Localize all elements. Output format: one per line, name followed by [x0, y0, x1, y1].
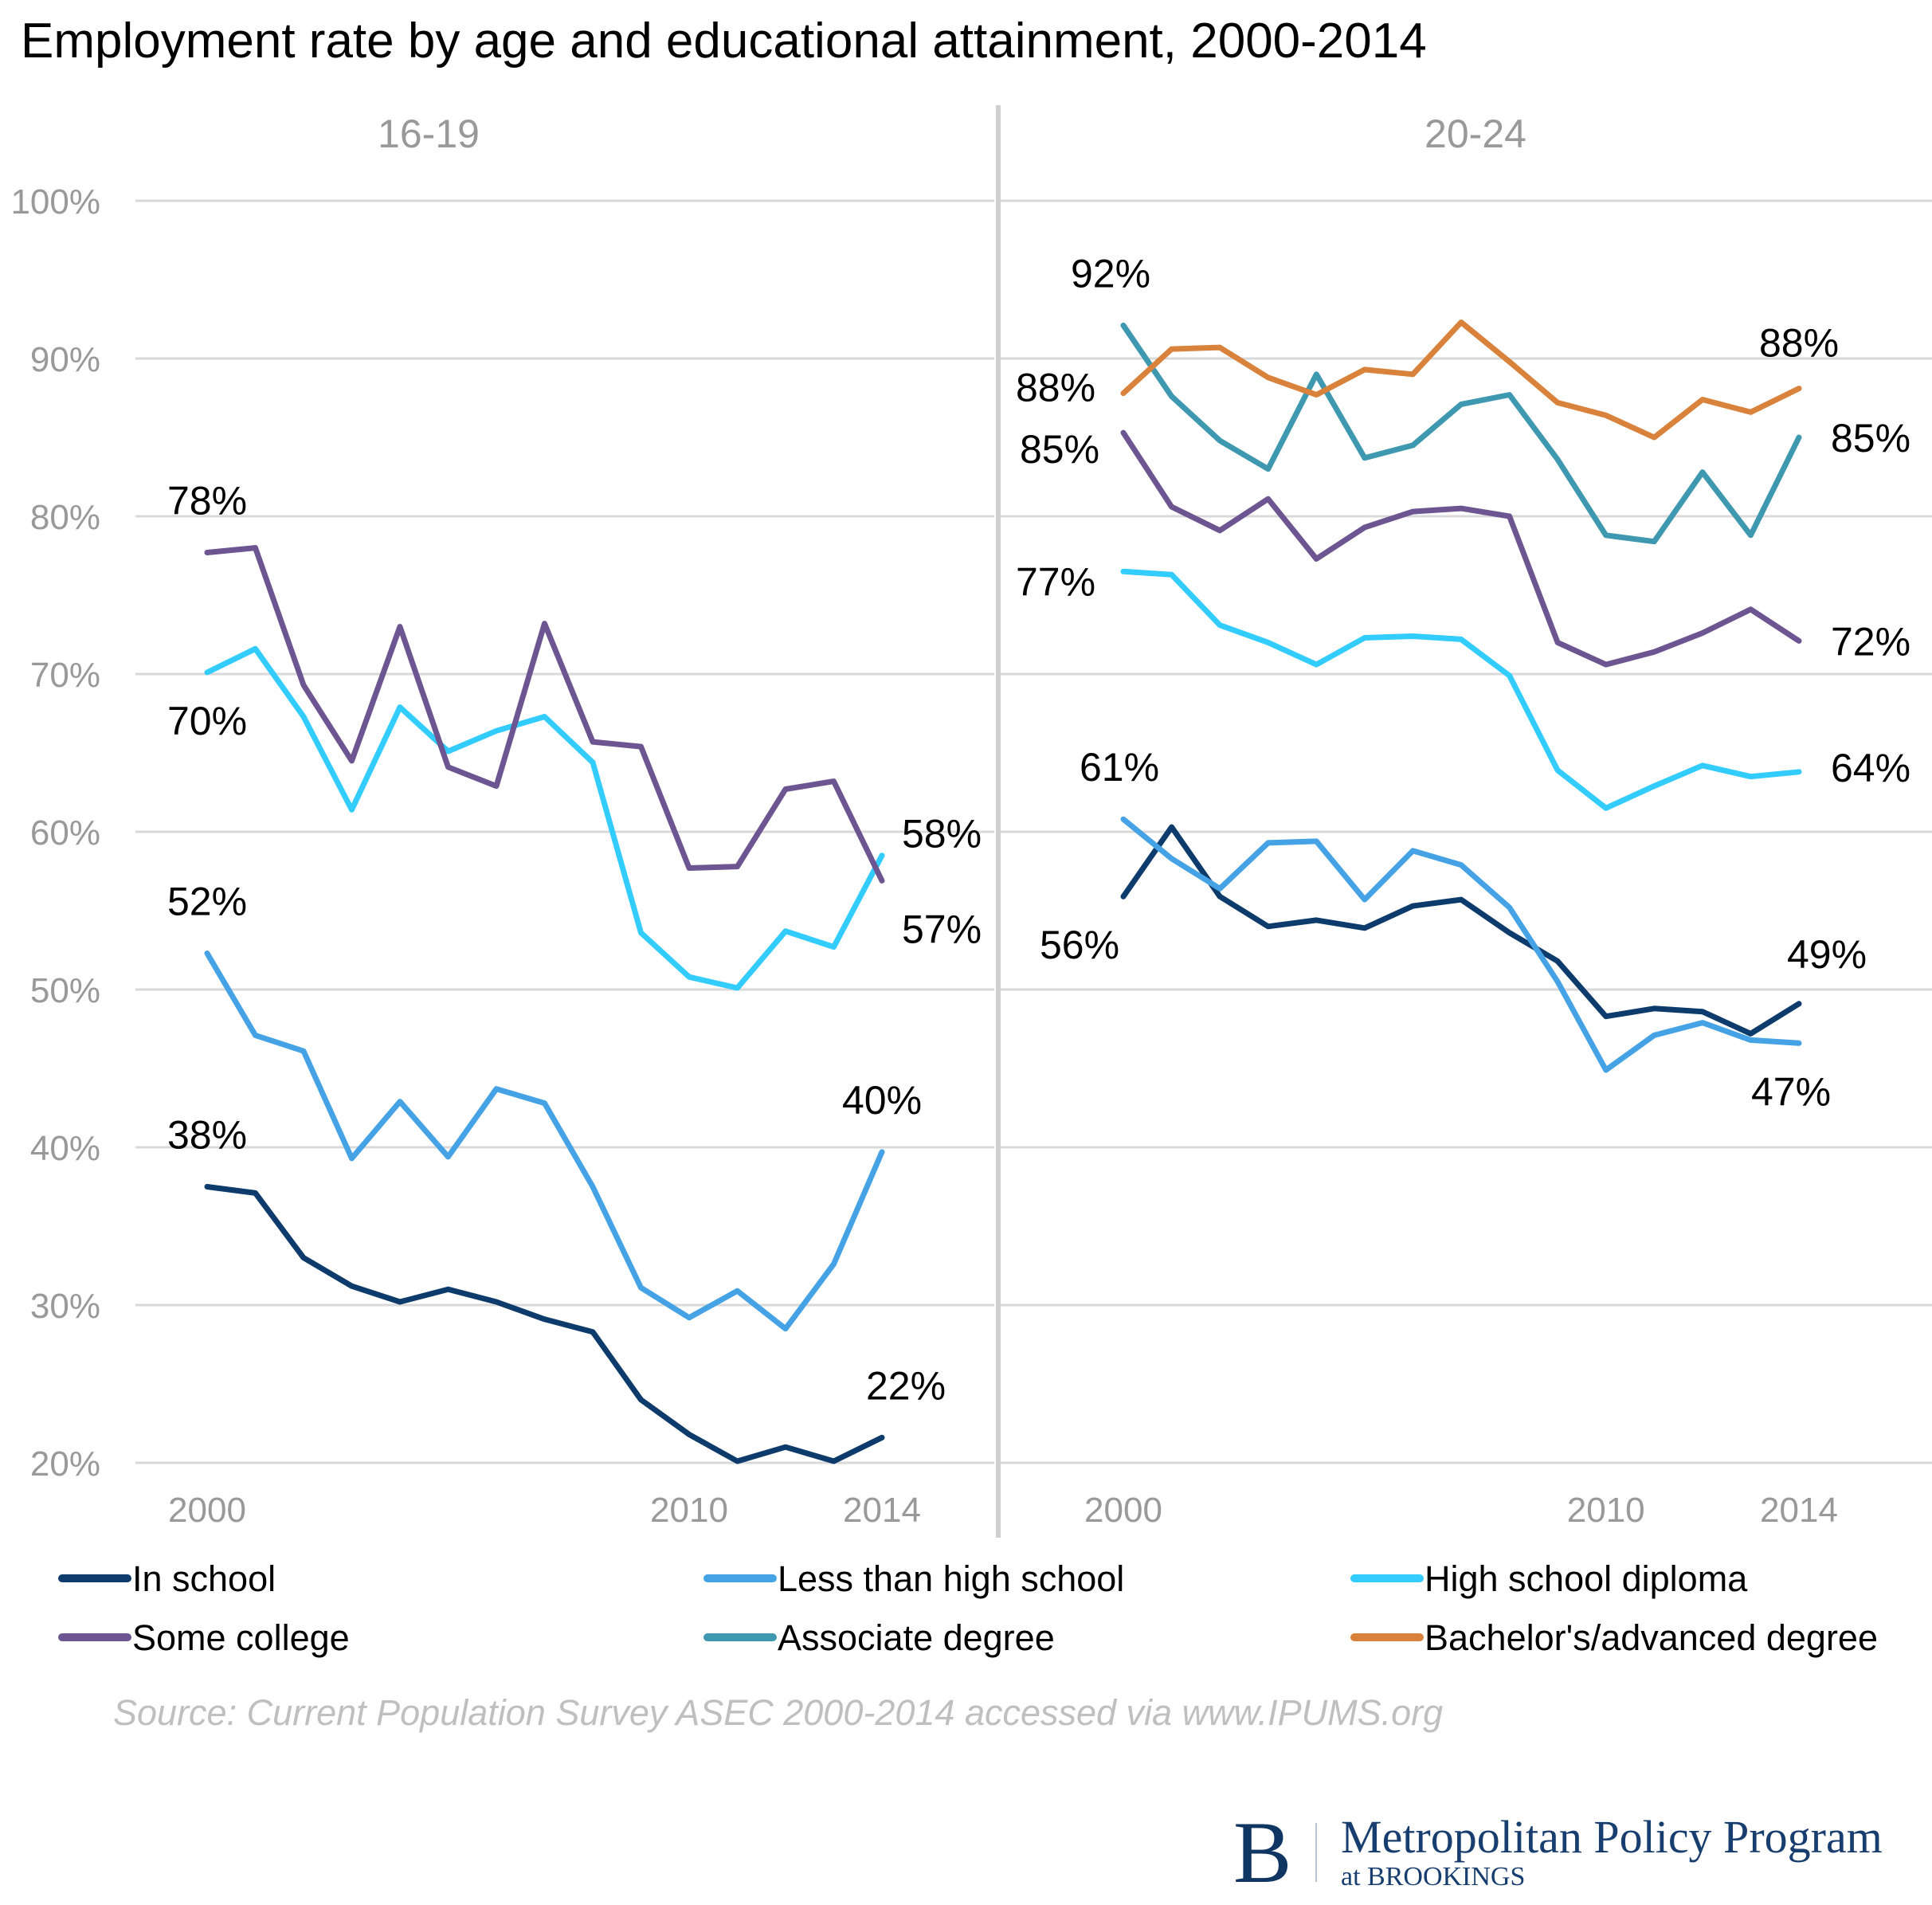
- data-label-start: 70%: [167, 699, 247, 743]
- legend-item-some-college: Some college: [58, 1617, 350, 1658]
- y-tick-label: 100%: [10, 182, 100, 221]
- series-line-some-college-20-24: [1120, 429, 1802, 668]
- legend-label: High school diploma: [1425, 1558, 1748, 1599]
- legend-item-less-than-high-school: Less than high school: [703, 1558, 1124, 1599]
- brookings-logo: B Metropolitan Policy Program at BROOKIN…: [1233, 1804, 1883, 1901]
- x-tick-label: 2000: [1084, 1491, 1162, 1530]
- data-label-start: 61%: [1080, 745, 1159, 790]
- legend-label: Less than high school: [778, 1558, 1124, 1599]
- y-tick-label: 40%: [30, 1129, 100, 1168]
- data-label-end: 85%: [1831, 416, 1910, 461]
- series-line-high-school-diploma-16-19: [204, 645, 885, 991]
- y-tick-label: 20%: [30, 1444, 100, 1484]
- x-tick-label: 2010: [650, 1491, 728, 1530]
- x-tick-label: 2000: [168, 1491, 246, 1530]
- y-tick-label: 70%: [30, 656, 100, 695]
- series-line-in-school-20-24: [1120, 824, 1802, 1037]
- series-line-associate-degree-20-24: [1120, 322, 1802, 545]
- logo-subtitle: at BROOKINGS: [1341, 1862, 1525, 1891]
- data-label-start: 88%: [1016, 366, 1095, 410]
- y-tick-label: 50%: [30, 971, 100, 1010]
- chart-title: Employment rate by age and educational a…: [21, 14, 1427, 69]
- x-tick-label: 2010: [1567, 1491, 1645, 1530]
- data-label-end: 57%: [902, 907, 982, 951]
- gridlines: [135, 199, 1932, 1464]
- data-label-start: 52%: [167, 879, 247, 923]
- y-tick-label: 60%: [30, 813, 100, 853]
- data-labels: 38% 22% 52% 40% 70% 58% 78% 57% 56% 49% 61% 47% 77% 6…: [167, 251, 1910, 1408]
- data-label-start: 78%: [167, 479, 247, 523]
- data-label-end: 88%: [1759, 321, 1839, 366]
- legend-label: In school: [132, 1558, 276, 1599]
- y-axis-ticks: 100% 90% 80% 70% 60% 50% 40% 30% 20%: [10, 182, 100, 1484]
- data-label-end: 40%: [842, 1078, 922, 1123]
- x-tick-label: 2014: [1760, 1491, 1838, 1530]
- legend-item-bachelor-s-advanced-degree: Bachelor's/advanced degree: [1350, 1617, 1878, 1658]
- series-line-some-college-16-19: [204, 545, 885, 884]
- logo-program-name: Metropolitan Policy Program: [1341, 1811, 1883, 1863]
- series-line-in-school-16-19: [204, 1184, 885, 1464]
- legend-label: Bachelor's/advanced degree: [1425, 1617, 1878, 1658]
- y-tick-label: 90%: [30, 340, 100, 379]
- data-label-start: 92%: [1071, 251, 1150, 296]
- data-label-end: 72%: [1831, 619, 1910, 664]
- data-label-start: 56%: [1040, 923, 1119, 967]
- data-label-end: 64%: [1831, 746, 1910, 790]
- panel-label-16-19: 16-19: [378, 112, 480, 156]
- legend-label: Some college: [132, 1617, 350, 1658]
- data-label-end: 58%: [902, 812, 982, 856]
- legend-item-in-school: In school: [58, 1558, 276, 1599]
- series-lines: [204, 319, 1802, 1464]
- series-line-high-school-diploma-20-24: [1120, 568, 1802, 811]
- data-label-start: 38%: [167, 1113, 247, 1158]
- data-label-end: 47%: [1751, 1069, 1831, 1114]
- logo-letter: B: [1233, 1804, 1291, 1901]
- panel-label-20-24: 20-24: [1425, 112, 1526, 156]
- series-line-bachelor-s-advanced-degree-20-24: [1120, 319, 1802, 441]
- legend-label: Associate degree: [778, 1617, 1055, 1658]
- data-label-start: 77%: [1016, 559, 1095, 604]
- y-tick-label: 80%: [30, 498, 100, 537]
- series-line-less-than-high-school-20-24: [1120, 816, 1802, 1073]
- legend-item-high-school-diploma: High school diploma: [1350, 1558, 1748, 1599]
- data-label-end: 22%: [866, 1363, 946, 1408]
- y-tick-label: 30%: [30, 1287, 100, 1326]
- source-note: Source: Current Population Survey ASEC 2…: [113, 1692, 1443, 1733]
- data-label-end: 49%: [1787, 932, 1867, 977]
- data-label-start: 85%: [1020, 427, 1099, 472]
- series-line-less-than-high-school-16-19: [204, 951, 885, 1332]
- x-tick-label: 2014: [843, 1491, 921, 1530]
- x-axis-ticks: 2000 2010 2014 2000 2010 2014: [168, 1491, 1838, 1530]
- legend-item-associate-degree: Associate degree: [703, 1617, 1055, 1658]
- legend: In school Less than high school High schoo…: [58, 1558, 1878, 1658]
